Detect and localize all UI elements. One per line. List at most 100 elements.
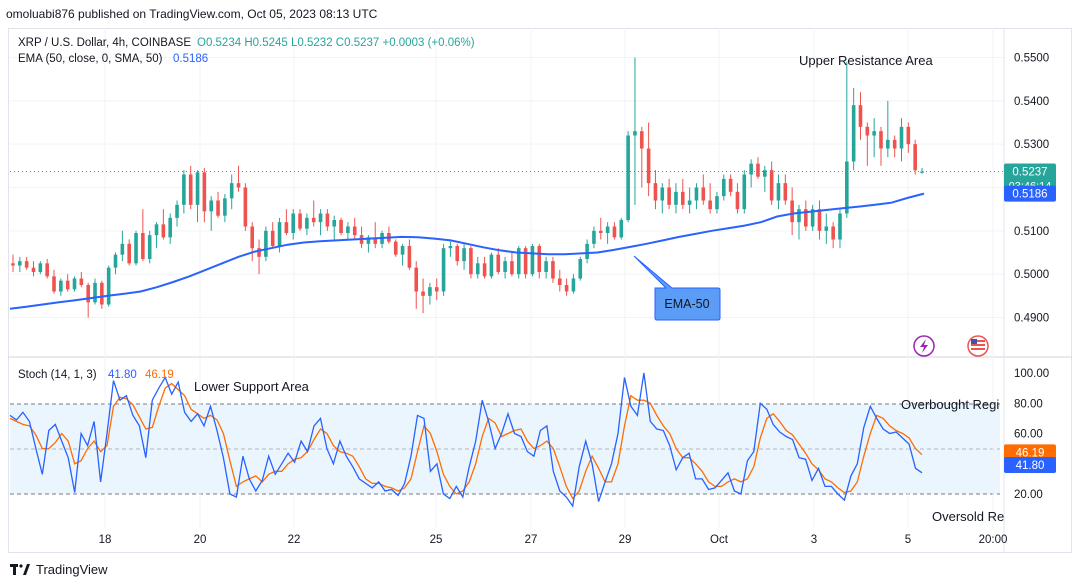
candle-body [687, 200, 692, 205]
candle-body [551, 261, 555, 279]
legend-ema-label: EMA (50, close, 0, SMA, 50) [18, 53, 163, 65]
candle-body [448, 246, 453, 249]
candle-body [11, 263, 15, 266]
candle-body [86, 285, 90, 303]
candle-body [339, 220, 343, 233]
lightning-icon[interactable] [913, 335, 935, 357]
stoch-tick-label: 60.00 [1014, 429, 1043, 441]
candle-body [18, 261, 22, 266]
candle-body [79, 278, 84, 285]
candle-body [790, 200, 794, 223]
candle-body [920, 171, 924, 173]
candle-body [557, 278, 562, 285]
candle-body [886, 139, 890, 149]
candle-body [65, 280, 70, 290]
x-tick-label: 25 [430, 534, 443, 546]
footer: TradingView [10, 562, 108, 577]
tradingview-logo-icon [10, 563, 30, 575]
candle-body [674, 191, 678, 205]
candle-body [817, 209, 822, 231]
candle-body [646, 148, 651, 184]
candle-body [127, 243, 131, 264]
candle-body [45, 263, 49, 277]
stoch-tick-label: 100.00 [1014, 368, 1049, 380]
price-tick-label: 0.5400 [1014, 96, 1049, 108]
candle-body [578, 259, 583, 279]
candle-body [100, 282, 104, 305]
candle-body [134, 233, 138, 264]
candle-body [188, 174, 193, 205]
candle-body [305, 217, 309, 229]
candle-body [783, 183, 788, 201]
candle-body [831, 226, 835, 240]
candle-body [797, 209, 801, 223]
candle-body [653, 183, 658, 201]
ema-callout[interactable]: EMA-50 [633, 255, 721, 321]
candle-body [434, 287, 439, 292]
legend-stoch-label: Stoch (14, 1, 3) [18, 369, 97, 381]
candle-body [845, 161, 849, 214]
candle-body [749, 163, 753, 175]
us-flag-icon[interactable] [967, 335, 989, 357]
chart-svg[interactable]: 0.55000.54000.53000.52000.51000.50000.49… [0, 0, 1080, 560]
candle-body [469, 248, 473, 275]
stoch-d-tag: 46.19 [1004, 444, 1056, 461]
candle-body [298, 213, 302, 229]
candle-body [605, 226, 610, 233]
candle-body [516, 248, 521, 275]
candle-body [332, 220, 337, 227]
candle-body [223, 198, 227, 216]
stoch-k-line [9, 372, 923, 508]
candle-body [879, 131, 883, 149]
candle-body [804, 209, 808, 227]
svg-text:0.5186: 0.5186 [1012, 189, 1047, 201]
candle-body [373, 237, 378, 244]
candle-body [756, 163, 760, 177]
legend-symbol: XRP / U.S. Dollar, 4h, COINBASE [18, 37, 191, 49]
candle-body [913, 144, 917, 171]
candle-body [858, 105, 863, 127]
candle-body [318, 213, 323, 223]
price-tick-label: 0.5000 [1014, 269, 1049, 281]
x-tick-label: Oct [710, 534, 729, 546]
candle-body [243, 187, 248, 227]
chart-frame [8, 28, 1072, 553]
x-tick-label: 27 [525, 534, 538, 546]
legend-ohlc: O0.5234 H0.5245 L0.5232 C0.5237 +0.0003 … [197, 37, 475, 49]
candle-body [537, 246, 542, 272]
candle-body [667, 187, 671, 205]
candle-body [141, 233, 145, 259]
legend-stoch-k: 41.80 [108, 369, 137, 381]
candle-body [236, 183, 241, 188]
candle-body [735, 191, 740, 210]
candle-body [93, 282, 97, 303]
price-tick-label: 0.5500 [1014, 53, 1049, 65]
candle-body [592, 230, 596, 244]
candle-body [147, 235, 152, 259]
candle-body [154, 224, 159, 236]
legend-ema-value: 0.5186 [173, 53, 208, 65]
candle-body [694, 187, 699, 201]
candle-body [31, 267, 36, 272]
candles-layer [11, 57, 924, 318]
upper-resistance-label: Upper Resistance Area [799, 53, 933, 68]
candle-body [229, 183, 234, 199]
candle-body [728, 178, 733, 192]
candle-body [257, 248, 261, 257]
candle-body [421, 291, 425, 296]
candle-body [59, 280, 63, 292]
candle-body [564, 285, 569, 292]
candle-body [72, 278, 77, 290]
candle-body [209, 200, 214, 212]
x-tick-label: 20 [194, 534, 207, 546]
candle-body [352, 226, 357, 236]
candle-body [838, 213, 842, 240]
candle-body [865, 126, 870, 136]
candle-body [544, 261, 548, 272]
candle-body [715, 196, 719, 210]
publisher-line: omoluabi876 published on TradingView.com… [6, 7, 378, 21]
candle-body [851, 105, 856, 162]
candle-body [325, 213, 330, 227]
candle-body [626, 135, 630, 220]
x-tick-label: 22 [288, 534, 301, 546]
